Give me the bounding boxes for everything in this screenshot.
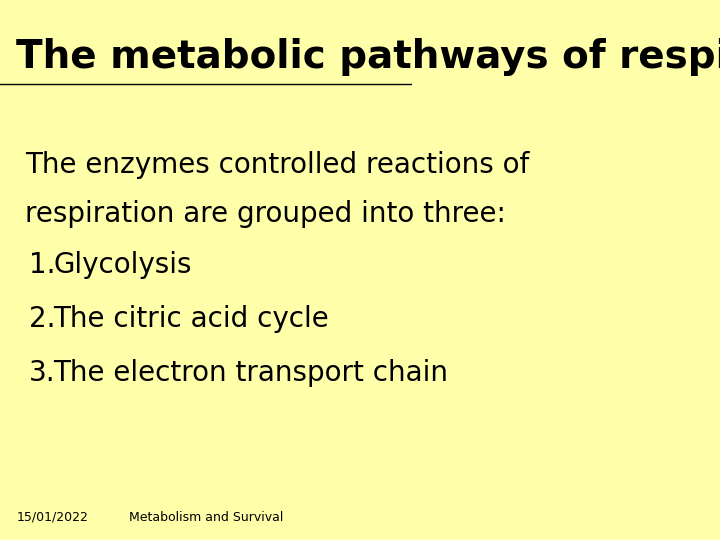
Text: 15/01/2022: 15/01/2022 — [17, 511, 89, 524]
Text: The electron transport chain: The electron transport chain — [53, 359, 449, 387]
Text: 3.: 3. — [29, 359, 55, 387]
Text: Metabolism and Survival: Metabolism and Survival — [129, 511, 283, 524]
Text: Glycolysis: Glycolysis — [53, 251, 192, 279]
Text: The citric acid cycle: The citric acid cycle — [53, 305, 329, 333]
Text: The enzymes controlled reactions of: The enzymes controlled reactions of — [24, 151, 529, 179]
Text: respiration are grouped into three:: respiration are grouped into three: — [24, 200, 505, 228]
Text: 2.: 2. — [29, 305, 55, 333]
Text: The metabolic pathways of respiration: The metabolic pathways of respiration — [17, 38, 720, 76]
Text: 1.: 1. — [29, 251, 55, 279]
